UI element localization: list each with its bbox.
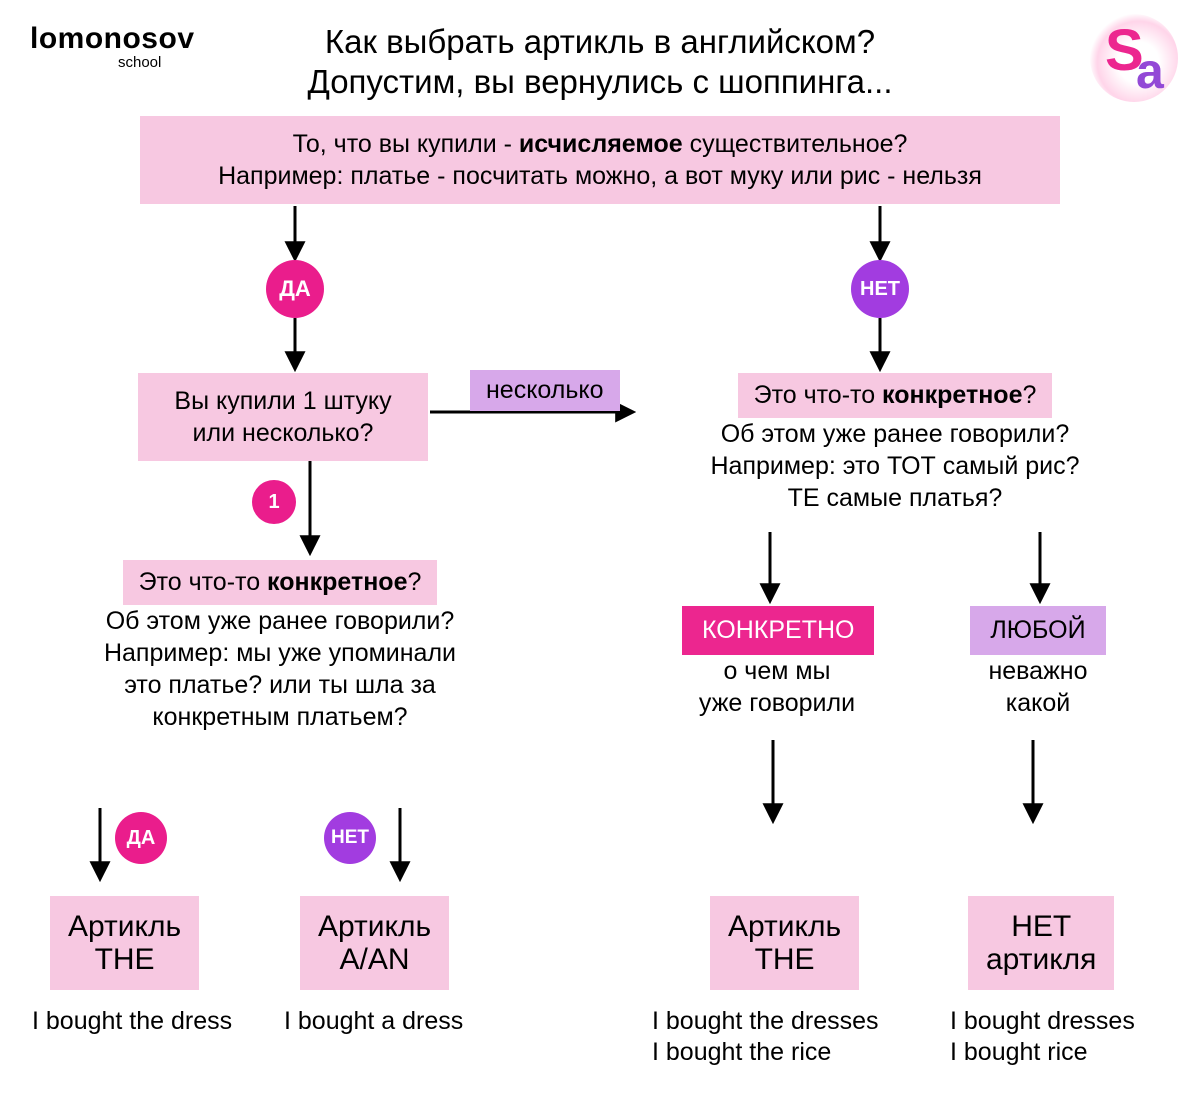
no-circle-1: НЕТ (851, 260, 909, 318)
one-circle: 1 (252, 480, 296, 524)
tag-several: несколько (470, 370, 620, 411)
yes-circle-1: ДА (266, 260, 324, 318)
yes-circle-2: ДА (115, 812, 167, 864)
result-the-1: Артикль ТНЕ (50, 896, 199, 990)
branch-lyuboy: ЛЮБОЙ неважно какой (958, 606, 1118, 719)
example-2: I bought a dress (284, 1006, 463, 1037)
title-line1: Как выбрать артикль в английском? (325, 23, 875, 60)
question-countable: То, что вы купили - исчисляемое существи… (140, 116, 1060, 204)
title-line2: Допустим, вы вернулись с шоппинга... (307, 63, 892, 100)
question-specific-right: Это что-то конкретное? Об этом уже ранее… (640, 373, 1150, 514)
result-none: НЕТ артикля (968, 896, 1114, 990)
result-aan: Артикль A/AN (300, 896, 449, 990)
question-quantity: Вы купили 1 штуку или несколько? (138, 373, 428, 461)
result-the-2: Артикль ТНЕ (710, 896, 859, 990)
question-specific-left: Это что-то конкретное? Об этом уже ранее… (70, 560, 490, 733)
example-4: I bought dresses I bought rice (950, 1006, 1135, 1069)
page-title: Как выбрать артикль в английском? Допуст… (0, 22, 1200, 101)
example-3: I bought the dresses I bought the rice (652, 1006, 879, 1069)
example-1: I bought the dress (32, 1006, 232, 1037)
no-circle-2: НЕТ (324, 812, 376, 864)
branch-konkretno: КОНКРЕТНО о чем мы уже говорили (682, 606, 872, 719)
